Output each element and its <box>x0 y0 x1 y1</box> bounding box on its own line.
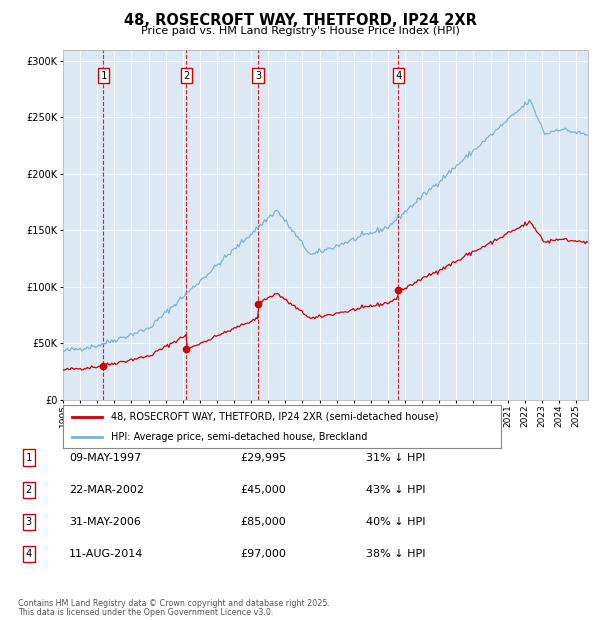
Text: 40% ↓ HPI: 40% ↓ HPI <box>366 517 425 527</box>
Text: 22-MAR-2002: 22-MAR-2002 <box>69 485 144 495</box>
Text: 4: 4 <box>395 71 401 81</box>
Text: 43% ↓ HPI: 43% ↓ HPI <box>366 485 425 495</box>
Text: 48, ROSECROFT WAY, THETFORD, IP24 2XR (semi-detached house): 48, ROSECROFT WAY, THETFORD, IP24 2XR (s… <box>111 412 439 422</box>
Text: 1: 1 <box>100 71 106 81</box>
Text: 38% ↓ HPI: 38% ↓ HPI <box>366 549 425 559</box>
Text: 3: 3 <box>255 71 261 81</box>
Text: £45,000: £45,000 <box>240 485 286 495</box>
Text: Contains HM Land Registry data © Crown copyright and database right 2025.: Contains HM Land Registry data © Crown c… <box>18 600 330 608</box>
Text: £97,000: £97,000 <box>240 549 286 559</box>
Text: 2: 2 <box>184 71 190 81</box>
Text: HPI: Average price, semi-detached house, Breckland: HPI: Average price, semi-detached house,… <box>111 432 368 442</box>
Text: 4: 4 <box>26 549 32 559</box>
Text: £85,000: £85,000 <box>240 517 286 527</box>
Text: 1: 1 <box>26 453 32 463</box>
Text: 11-AUG-2014: 11-AUG-2014 <box>69 549 143 559</box>
Text: 2: 2 <box>26 485 32 495</box>
Text: 31% ↓ HPI: 31% ↓ HPI <box>366 453 425 463</box>
Text: 09-MAY-1997: 09-MAY-1997 <box>69 453 141 463</box>
Text: 48, ROSECROFT WAY, THETFORD, IP24 2XR: 48, ROSECROFT WAY, THETFORD, IP24 2XR <box>124 13 476 28</box>
Text: £29,995: £29,995 <box>240 453 286 463</box>
Text: 3: 3 <box>26 517 32 527</box>
Text: Price paid vs. HM Land Registry's House Price Index (HPI): Price paid vs. HM Land Registry's House … <box>140 26 460 36</box>
Text: This data is licensed under the Open Government Licence v3.0.: This data is licensed under the Open Gov… <box>18 608 274 617</box>
Text: 31-MAY-2006: 31-MAY-2006 <box>69 517 141 527</box>
